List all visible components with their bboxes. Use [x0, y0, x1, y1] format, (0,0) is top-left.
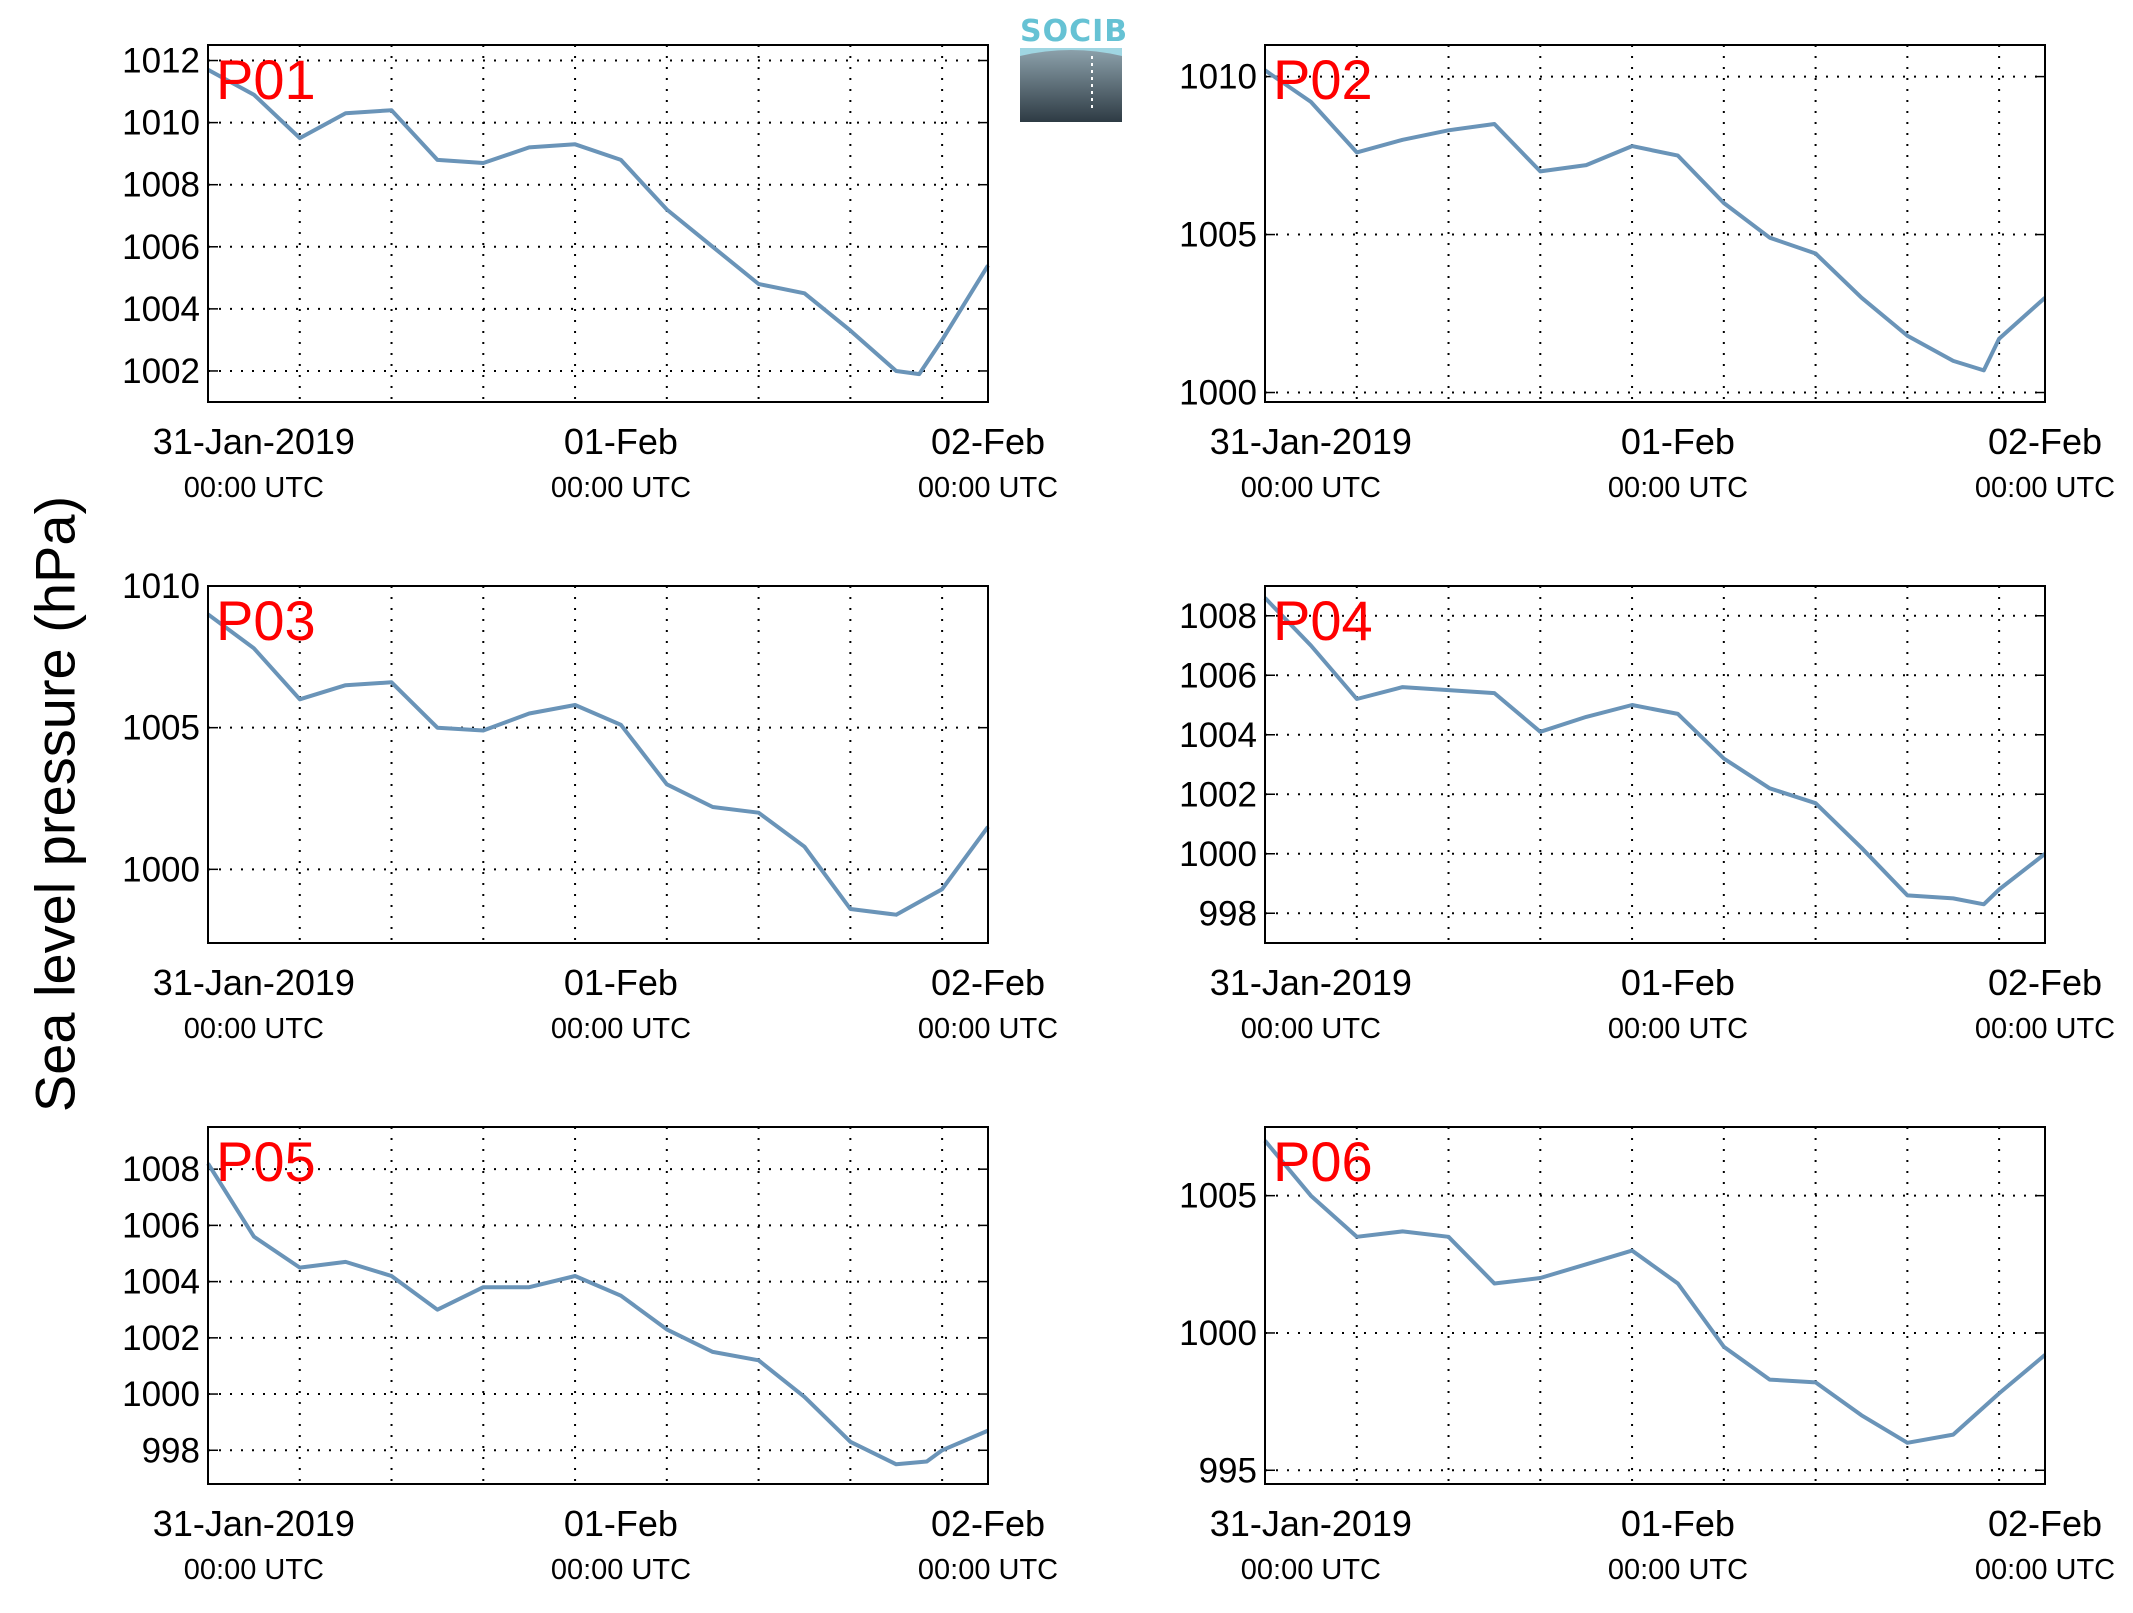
chart-panel-p01: 1002 1004 1006 1008 1010 1012 31-Jan-2019 00:00…: [122, 42, 1058, 504]
panel-label: P06: [1273, 1130, 1373, 1193]
y-tick-label: 1008: [122, 166, 200, 205]
y-tick-label: 1010: [1179, 58, 1257, 97]
x-tick-label: 02-Feb: [931, 1503, 1045, 1544]
y-tick-label: 1004: [122, 290, 200, 329]
axes-box: [1264, 1126, 2046, 1485]
x-tick-sublabel: 00:00 UTC: [1975, 472, 2115, 504]
axes-box: [207, 44, 989, 403]
x-tick-label: 31-Jan-2019: [153, 962, 355, 1003]
logo-graphic: [1020, 48, 1122, 122]
x-tick-label: 02-Feb: [1988, 1503, 2102, 1544]
panel-label: P02: [1273, 48, 1373, 111]
x-tick-label: 01-Feb: [564, 1503, 678, 1544]
axes-box: [1264, 585, 2046, 944]
axes-box: [207, 585, 989, 944]
y-tick-label: 1006: [122, 228, 200, 267]
x-tick-label: 02-Feb: [1988, 421, 2102, 462]
x-tick-sublabel: 00:00 UTC: [551, 1554, 691, 1586]
x-tick-sublabel: 00:00 UTC: [1241, 1013, 1381, 1045]
y-tick-label: 1006: [122, 1206, 200, 1245]
y-tick-label: 1005: [122, 709, 200, 748]
y-tick-label: 1000: [1179, 1314, 1257, 1353]
x-tick-sublabel: 00:00 UTC: [1608, 1013, 1748, 1045]
series-line: [206, 612, 990, 917]
y-tick-label: 995: [1199, 1451, 1257, 1490]
y-tick-label: 1010: [122, 567, 200, 606]
x-tick-label: 31-Jan-2019: [153, 1503, 355, 1544]
x-tick-sublabel: 00:00 UTC: [1975, 1013, 2115, 1045]
y-tick-label: 1008: [122, 1150, 200, 1189]
x-tick-label: 01-Feb: [564, 962, 678, 1003]
y-axis-label: Sea level pressure (hPa): [23, 495, 87, 1113]
x-tick-label: 31-Jan-2019: [1210, 1503, 1412, 1544]
x-tick-sublabel: 00:00 UTC: [184, 1013, 324, 1045]
chart-panel-p03: 1000 1005 1010 31-Jan-2019 00:00 UTC 01-Feb 00…: [122, 567, 1058, 1045]
x-tick-sublabel: 00:00 UTC: [1241, 1554, 1381, 1586]
x-tick-sublabel: 00:00 UTC: [1608, 472, 1748, 504]
x-tick-sublabel: 00:00 UTC: [551, 472, 691, 504]
panel-label: P01: [216, 48, 316, 111]
socib-logo: SOCIB: [1020, 14, 1129, 122]
x-tick-label: 01-Feb: [564, 421, 678, 462]
y-tick-label: 1005: [1179, 1177, 1257, 1216]
x-tick-sublabel: 00:00 UTC: [918, 1013, 1058, 1045]
y-tick-label: 1006: [1179, 656, 1257, 695]
y-tick-label: 1004: [1179, 716, 1257, 755]
y-tick-label: 1000: [122, 850, 200, 889]
axes-box: [1264, 44, 2046, 403]
series-line: [207, 68, 990, 377]
x-tick-sublabel: 00:00 UTC: [1608, 1554, 1748, 1586]
series-line: [206, 1162, 989, 1467]
panel-label: P04: [1273, 589, 1373, 652]
x-tick-label: 01-Feb: [1621, 962, 1735, 1003]
logo-text: SOCIB: [1020, 14, 1129, 49]
y-tick-label: 1008: [1179, 597, 1257, 636]
x-tick-label: 02-Feb: [931, 421, 1045, 462]
y-tick-label: 998: [1199, 894, 1257, 933]
y-tick-label: 998: [142, 1431, 200, 1470]
x-tick-sublabel: 00:00 UTC: [551, 1013, 691, 1045]
x-tick-sublabel: 00:00 UTC: [918, 1554, 1058, 1586]
x-tick-label: 01-Feb: [1621, 421, 1735, 462]
x-tick-sublabel: 00:00 UTC: [184, 472, 324, 504]
y-tick-label: 1000: [122, 1375, 200, 1414]
x-tick-label: 02-Feb: [1988, 962, 2102, 1003]
x-tick-sublabel: 00:00 UTC: [918, 472, 1058, 504]
chart-panel-p02: 1000 1005 1010 31-Jan-2019 00:00 UTC 01-Feb 00…: [1179, 44, 2115, 504]
y-tick-label: 1004: [122, 1263, 200, 1302]
series-line: [1263, 68, 2047, 373]
chart-panel-p06: 995 1000 1005 31-Jan-2019 00:00 UTC 01-Feb 00:…: [1179, 1126, 2115, 1586]
chart-panel-p04: 998 1000 1002 1004 1006 1008 31-Jan-2019 00:00 …: [1179, 585, 2115, 1045]
y-tick-label: 1010: [122, 104, 200, 143]
x-tick-label: 31-Jan-2019: [1210, 421, 1412, 462]
x-tick-label: 31-Jan-2019: [1210, 962, 1412, 1003]
y-tick-label: 1002: [1179, 775, 1257, 814]
x-tick-sublabel: 00:00 UTC: [1975, 1554, 2115, 1586]
y-tick-label: 1000: [1179, 374, 1257, 413]
panel-label: P03: [216, 589, 316, 652]
axes-box: [207, 1126, 989, 1485]
series-line: [1263, 1139, 2047, 1445]
x-tick-sublabel: 00:00 UTC: [1241, 472, 1381, 504]
y-tick-label: 1000: [1179, 835, 1257, 874]
x-tick-label: 31-Jan-2019: [153, 421, 355, 462]
y-tick-label: 1012: [122, 42, 200, 81]
chart-panel-p05: 998 1000 1002 1004 1006 1008 31-Jan-2019 00:00 …: [122, 1126, 1058, 1586]
y-tick-label: 1005: [1179, 216, 1257, 255]
x-tick-label: 01-Feb: [1621, 1503, 1735, 1544]
x-tick-sublabel: 00:00 UTC: [184, 1554, 324, 1586]
y-tick-label: 1002: [122, 352, 200, 391]
series-line: [1263, 596, 2047, 907]
y-tick-label: 1002: [122, 1319, 200, 1358]
x-tick-label: 02-Feb: [931, 962, 1045, 1003]
panel-label: P05: [216, 1130, 316, 1193]
